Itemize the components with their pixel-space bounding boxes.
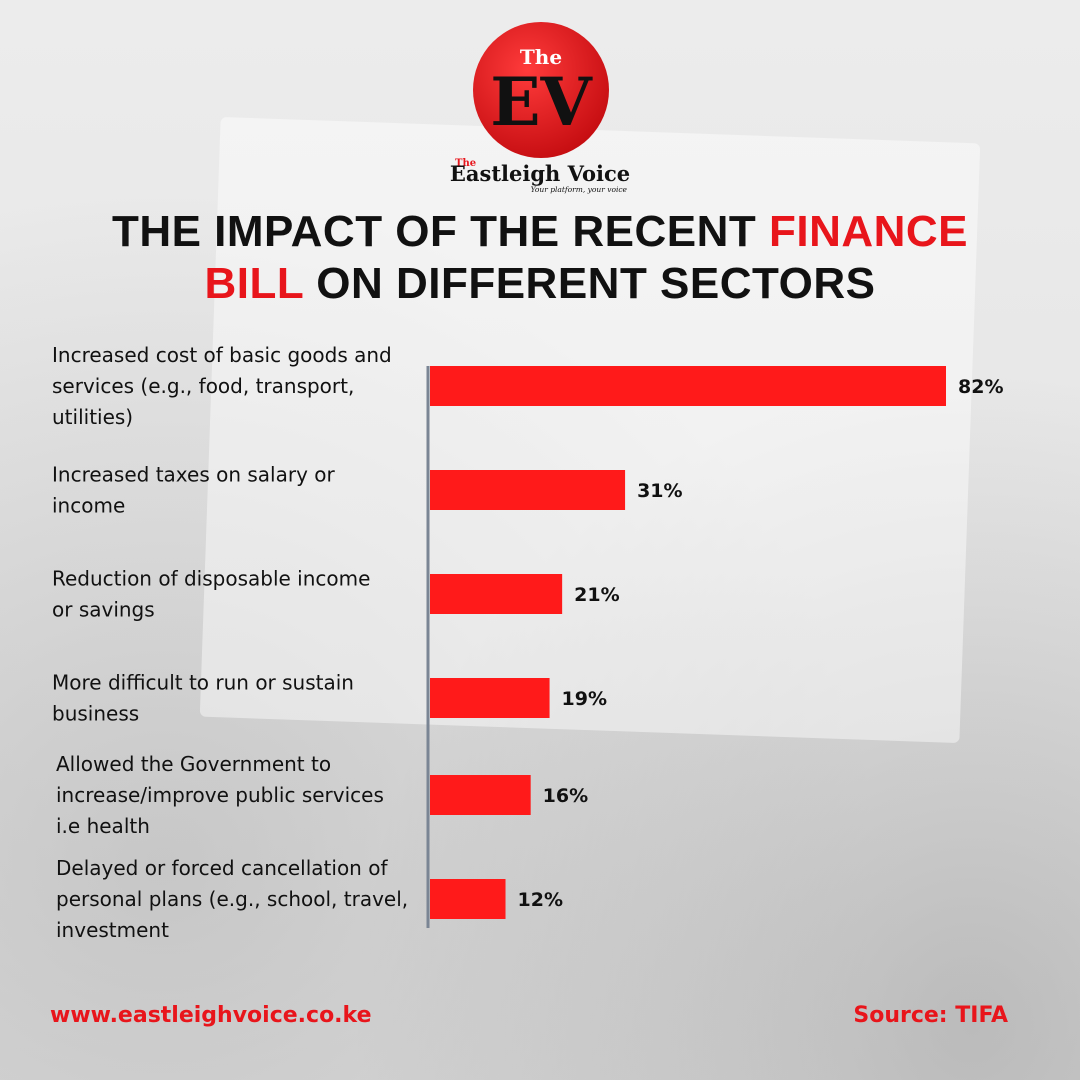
category-label-line: More difficult to run or sustain [52,671,354,695]
value-label-1: 82% [958,376,1003,398]
category-label-line: i.e health [56,814,150,838]
category-label-5: Allowed the Government to increase/improv… [56,752,384,838]
wordmark-the: The [455,158,476,169]
value-label-6: 12% [518,889,563,911]
category-label-line: or savings [52,598,155,622]
wordmark: Eastleigh Voice [450,161,630,186]
category-label-line: Increased cost of basic goods and [52,343,392,367]
category-label-line: investment [56,918,169,942]
website-url[interactable]: www.eastleighvoice.co.ke [50,1003,372,1028]
eastleigh-voice-logo: The EV The Eastleigh Voice Your platform… [450,22,630,194]
title-highlight-finance: FINANCE [768,207,969,256]
category-label-2: Increased taxes on salary or income [52,463,336,518]
logo-the: The [520,45,562,69]
logo-mark: EV [490,63,593,141]
bar-4 [430,678,550,718]
category-label-line: business [52,702,139,726]
tagline: Your platform, your voice [531,185,628,194]
title-part1: THE IMPACT OF THE RECENT [111,207,769,256]
category-label-3: Reduction of disposable income or savings [52,567,370,622]
page-title: THE IMPACT OF THE RECENT FINANCE BILL ON… [40,206,1040,310]
category-label-1: Increased cost of basic goods and service… [52,343,392,429]
value-label-3: 21% [574,584,619,606]
category-label-line: Delayed or forced cancellation of [56,856,388,880]
value-label-4: 19% [562,688,607,710]
category-label-line: Reduction of disposable income [52,567,370,591]
category-label-line: personal plans (e.g., school, travel, [56,887,408,911]
category-label-6: Delayed or forced cancellation of persona… [56,856,408,942]
category-label-4: More difficult to run or sustain business [52,671,354,726]
title-part2: ON DIFFERENT SECTORS [303,259,876,308]
source-credit: Source: TIFA [853,1003,1008,1028]
title-highlight-bill: BILL [204,259,304,308]
value-label-5: 16% [543,785,588,807]
category-label-line: Allowed the Government to [56,752,331,776]
category-label-line: services (e.g., food, transport, [52,374,354,398]
category-label-line: utilities) [52,405,133,429]
bar-1 [430,366,946,406]
category-label-line: increase/improve public services [56,783,384,807]
bar-2 [430,470,626,510]
bar-5 [430,775,531,815]
bar-6 [430,879,506,919]
bar-3 [430,574,563,614]
value-label-2: 31% [637,480,682,502]
category-label-line: income [52,494,125,518]
category-label-line: Increased taxes on salary or [52,463,336,487]
